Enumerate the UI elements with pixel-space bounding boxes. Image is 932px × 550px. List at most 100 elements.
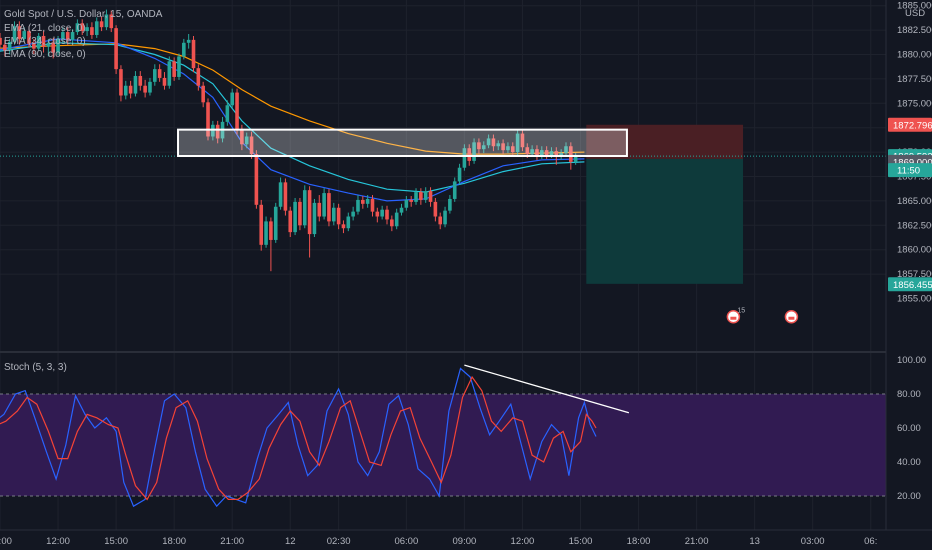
candle-57[interactable] [264,216,268,248]
candle-101[interactable] [477,138,481,155]
candle-21[interactable] [90,22,94,39]
stoch-axis[interactable]: 100.00 80.00 60.00 40.00 20.00 [897,355,926,502]
candle-94[interactable] [443,206,447,228]
take-profit-zone[interactable] [586,158,744,284]
candle-14[interactable] [56,35,60,56]
candle-37[interactable] [167,56,172,89]
candle-56[interactable] [259,199,264,251]
candle-61[interactable] [283,178,288,216]
candle-16[interactable] [65,27,70,45]
candle-36[interactable] [162,72,167,90]
candle-8[interactable] [27,26,31,48]
candle-89[interactable] [419,188,423,205]
stoch-trendline[interactable] [464,364,630,414]
legend-ema-21[interactable]: EMA (21, close, 0) [4,23,86,34]
candle-45[interactable] [206,98,210,141]
candle-85[interactable] [399,203,404,216]
candle-4[interactable] [7,38,12,55]
candle-88[interactable] [414,188,418,205]
candle-98[interactable] [462,144,467,171]
candle-82[interactable] [385,205,389,225]
candle-53[interactable] [244,132,249,149]
candle-34[interactable] [153,64,157,86]
candle-74[interactable] [346,212,351,232]
stoch-series-1[interactable] [0,375,597,501]
candle-69[interactable] [322,188,326,220]
candle-79[interactable] [370,195,375,217]
event-marker-0[interactable]: 15 [726,308,745,324]
candle-65[interactable] [302,185,307,229]
candle-17[interactable] [70,29,75,45]
candle-29[interactable] [128,80,133,99]
candle-12[interactable] [46,38,51,57]
stoch-panel[interactable] [0,364,886,508]
candle-97[interactable] [457,163,462,185]
candle-84[interactable] [394,208,399,230]
candle-86[interactable] [404,196,409,211]
candle-100[interactable] [472,138,476,164]
candle-87[interactable] [409,196,413,207]
candle-6[interactable] [17,21,22,45]
candle-27[interactable] [119,65,123,102]
candle-40[interactable] [182,38,186,60]
candle-30[interactable] [133,71,138,97]
candle-5[interactable] [12,21,17,45]
candle-113[interactable] [535,145,539,160]
candle-108[interactable] [510,142,515,157]
candle-102[interactable] [481,141,486,154]
candle-44[interactable] [201,81,205,108]
candle-41[interactable] [186,34,191,49]
candle-109[interactable] [515,129,520,156]
candle-107[interactable] [506,142,510,154]
candle-25[interactable] [109,10,114,33]
event-marker-1[interactable] [784,309,799,324]
stoch-series-0[interactable] [0,367,597,508]
candle-96[interactable] [452,177,457,202]
candle-81[interactable] [380,205,384,220]
candle-32[interactable] [143,79,147,98]
candle-33[interactable] [148,77,152,96]
candle-9[interactable] [32,38,36,55]
candle-78[interactable] [365,195,370,208]
candle-63[interactable] [293,197,297,236]
candle-110[interactable] [520,129,525,152]
candle-49[interactable] [225,100,230,126]
candle-13[interactable] [51,37,56,59]
candle-15[interactable] [61,27,65,43]
candle-58[interactable] [269,217,273,272]
price-candles[interactable] [0,9,578,272]
candle-71[interactable] [331,202,336,226]
candle-43[interactable] [196,64,201,91]
candle-66[interactable] [307,186,312,258]
candle-72[interactable] [336,203,341,230]
candle-80[interactable] [375,207,380,223]
candle-60[interactable] [278,177,283,210]
legend-stoch[interactable]: Stoch (5, 3, 3) [4,362,67,373]
candle-70[interactable] [327,189,331,227]
candle-50[interactable] [230,88,234,109]
candle-55[interactable] [254,150,259,209]
legend-symbol[interactable]: Gold Spot / U.S. Dollar, 15, OANDA [4,9,163,20]
candle-2[interactable] [0,33,2,49]
candle-83[interactable] [390,215,394,232]
candle-91[interactable] [428,187,433,207]
candle-10[interactable] [36,33,41,51]
candle-28[interactable] [123,80,128,100]
time-axis[interactable]: 09:00 12:00 15:00 18:00 21:00 12 02:30 06:00 09:… [0,536,877,547]
candle-39[interactable] [177,53,181,80]
candle-23[interactable] [99,16,104,32]
candle-35[interactable] [157,64,162,82]
candle-68[interactable] [317,195,322,222]
candle-106[interactable] [501,139,505,155]
candle-75[interactable] [351,206,355,221]
candle-62[interactable] [288,206,293,238]
candle-7[interactable] [22,27,26,42]
candle-31[interactable] [138,71,143,91]
candle-90[interactable] [423,187,428,203]
candle-76[interactable] [356,195,360,215]
candle-103[interactable] [486,134,491,149]
candle-67[interactable] [312,198,317,238]
candle-42[interactable] [191,35,196,73]
candle-73[interactable] [341,220,346,234]
